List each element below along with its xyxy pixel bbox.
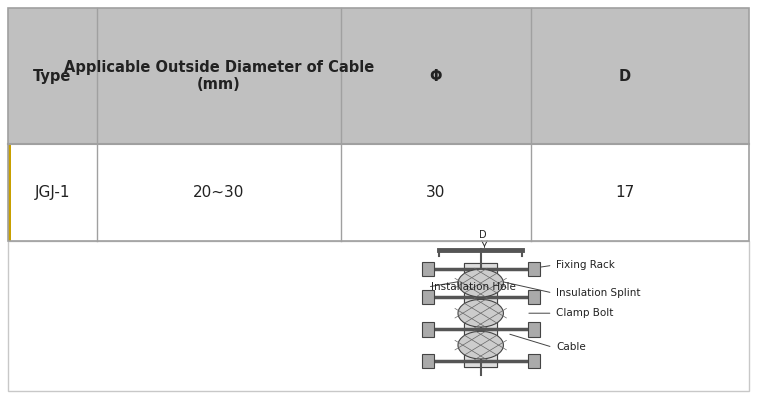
Text: Insulation Splint: Insulation Splint bbox=[556, 288, 641, 298]
Text: D: D bbox=[619, 69, 631, 83]
Bar bbox=[422, 354, 434, 368]
Ellipse shape bbox=[458, 299, 503, 327]
Bar bbox=[528, 354, 540, 368]
Text: Φ: Φ bbox=[430, 69, 442, 83]
Bar bbox=[422, 322, 434, 337]
Bar bbox=[528, 322, 540, 337]
Text: Cable: Cable bbox=[556, 342, 586, 352]
FancyBboxPatch shape bbox=[8, 144, 749, 241]
Text: Clamp Bolt: Clamp Bolt bbox=[556, 308, 614, 318]
FancyBboxPatch shape bbox=[8, 8, 749, 144]
Bar bbox=[422, 262, 434, 276]
Text: D: D bbox=[479, 230, 487, 240]
Bar bbox=[528, 290, 540, 304]
Bar bbox=[8, 8, 749, 241]
FancyBboxPatch shape bbox=[8, 144, 11, 241]
Bar bbox=[422, 290, 434, 304]
Text: Type: Type bbox=[33, 69, 71, 83]
Text: 17: 17 bbox=[615, 185, 635, 200]
Text: 20~30: 20~30 bbox=[193, 185, 245, 200]
Bar bbox=[8, 241, 749, 391]
Ellipse shape bbox=[458, 269, 503, 297]
Text: Fixing Rack: Fixing Rack bbox=[556, 260, 615, 270]
Text: JGJ-1: JGJ-1 bbox=[34, 185, 70, 200]
Text: Applicable Outside Diameter of Cable
(mm): Applicable Outside Diameter of Cable (mm… bbox=[64, 60, 374, 92]
Ellipse shape bbox=[458, 331, 503, 359]
Bar bbox=[528, 262, 540, 276]
Bar bbox=[464, 263, 497, 367]
Text: 30: 30 bbox=[426, 185, 446, 200]
Bar bbox=[464, 263, 497, 367]
Text: Installation Hole: Installation Hole bbox=[431, 282, 516, 292]
